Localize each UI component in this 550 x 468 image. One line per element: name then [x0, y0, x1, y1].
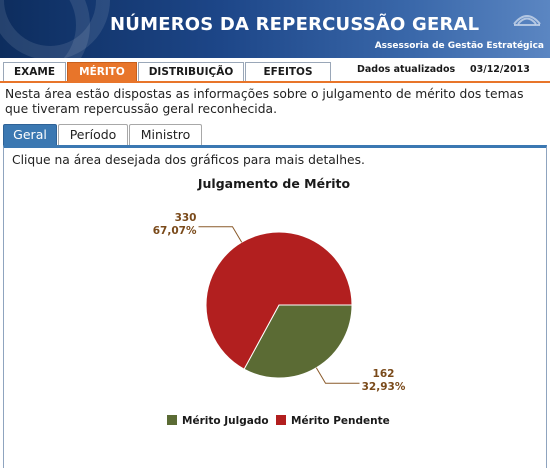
leader-line: [315, 367, 360, 384]
subtab-geral[interactable]: Geral: [3, 124, 57, 145]
top-tab-bar: EXAME MÉRITO DISTRIBUIÇÃO EFEITOS Dados …: [0, 58, 550, 81]
legend-swatch[interactable]: [167, 415, 177, 425]
tab-distribuicao[interactable]: DISTRIBUIÇÃO: [138, 62, 244, 81]
app-header: NÚMEROS DA REPERCUSSÃO GERAL Assessoria …: [0, 0, 550, 58]
data-label-value: 162: [373, 368, 395, 380]
chart-panel: Clique na área desejada dos gráficos par…: [3, 145, 547, 468]
pie-slice-merito-julgado[interactable]: [243, 304, 353, 379]
updated-date: 03/12/2013: [470, 64, 530, 75]
header-subtitle: Assessoria de Gestão Estratégica: [374, 41, 544, 51]
legend-label[interactable]: Mérito Pendente: [291, 415, 390, 427]
institution-logo-icon: [513, 15, 541, 26]
legend-swatch[interactable]: [276, 415, 286, 425]
intro-text: Nesta área estão dispostas as informaçõe…: [5, 87, 524, 116]
tab-merito[interactable]: MÉRITO: [67, 62, 137, 81]
tab-efeitos[interactable]: EFEITOS: [245, 62, 331, 81]
subtab-ministro[interactable]: Ministro: [129, 124, 202, 145]
leader-line: [198, 226, 243, 243]
subtab-periodo[interactable]: Período: [58, 124, 128, 145]
data-label-value: 330: [175, 212, 197, 224]
pie-chart: Julgamento de Mérito 16232,93%33067,07% …: [153, 176, 406, 427]
tab-exame[interactable]: EXAME: [3, 62, 66, 81]
tab-bar-divider: [0, 81, 550, 83]
data-label-percent: 67,07%: [153, 225, 197, 237]
updated-label: Dados atualizados: [357, 64, 456, 75]
page-title: NÚMEROS DA REPERCUSSÃO GERAL: [110, 14, 480, 35]
legend-label[interactable]: Mérito Julgado: [182, 415, 269, 427]
data-label-percent: 32,93%: [362, 381, 406, 393]
chart-title: Julgamento de Mérito: [197, 176, 351, 191]
hint-text: Clique na área desejada dos gráficos par…: [12, 153, 365, 167]
